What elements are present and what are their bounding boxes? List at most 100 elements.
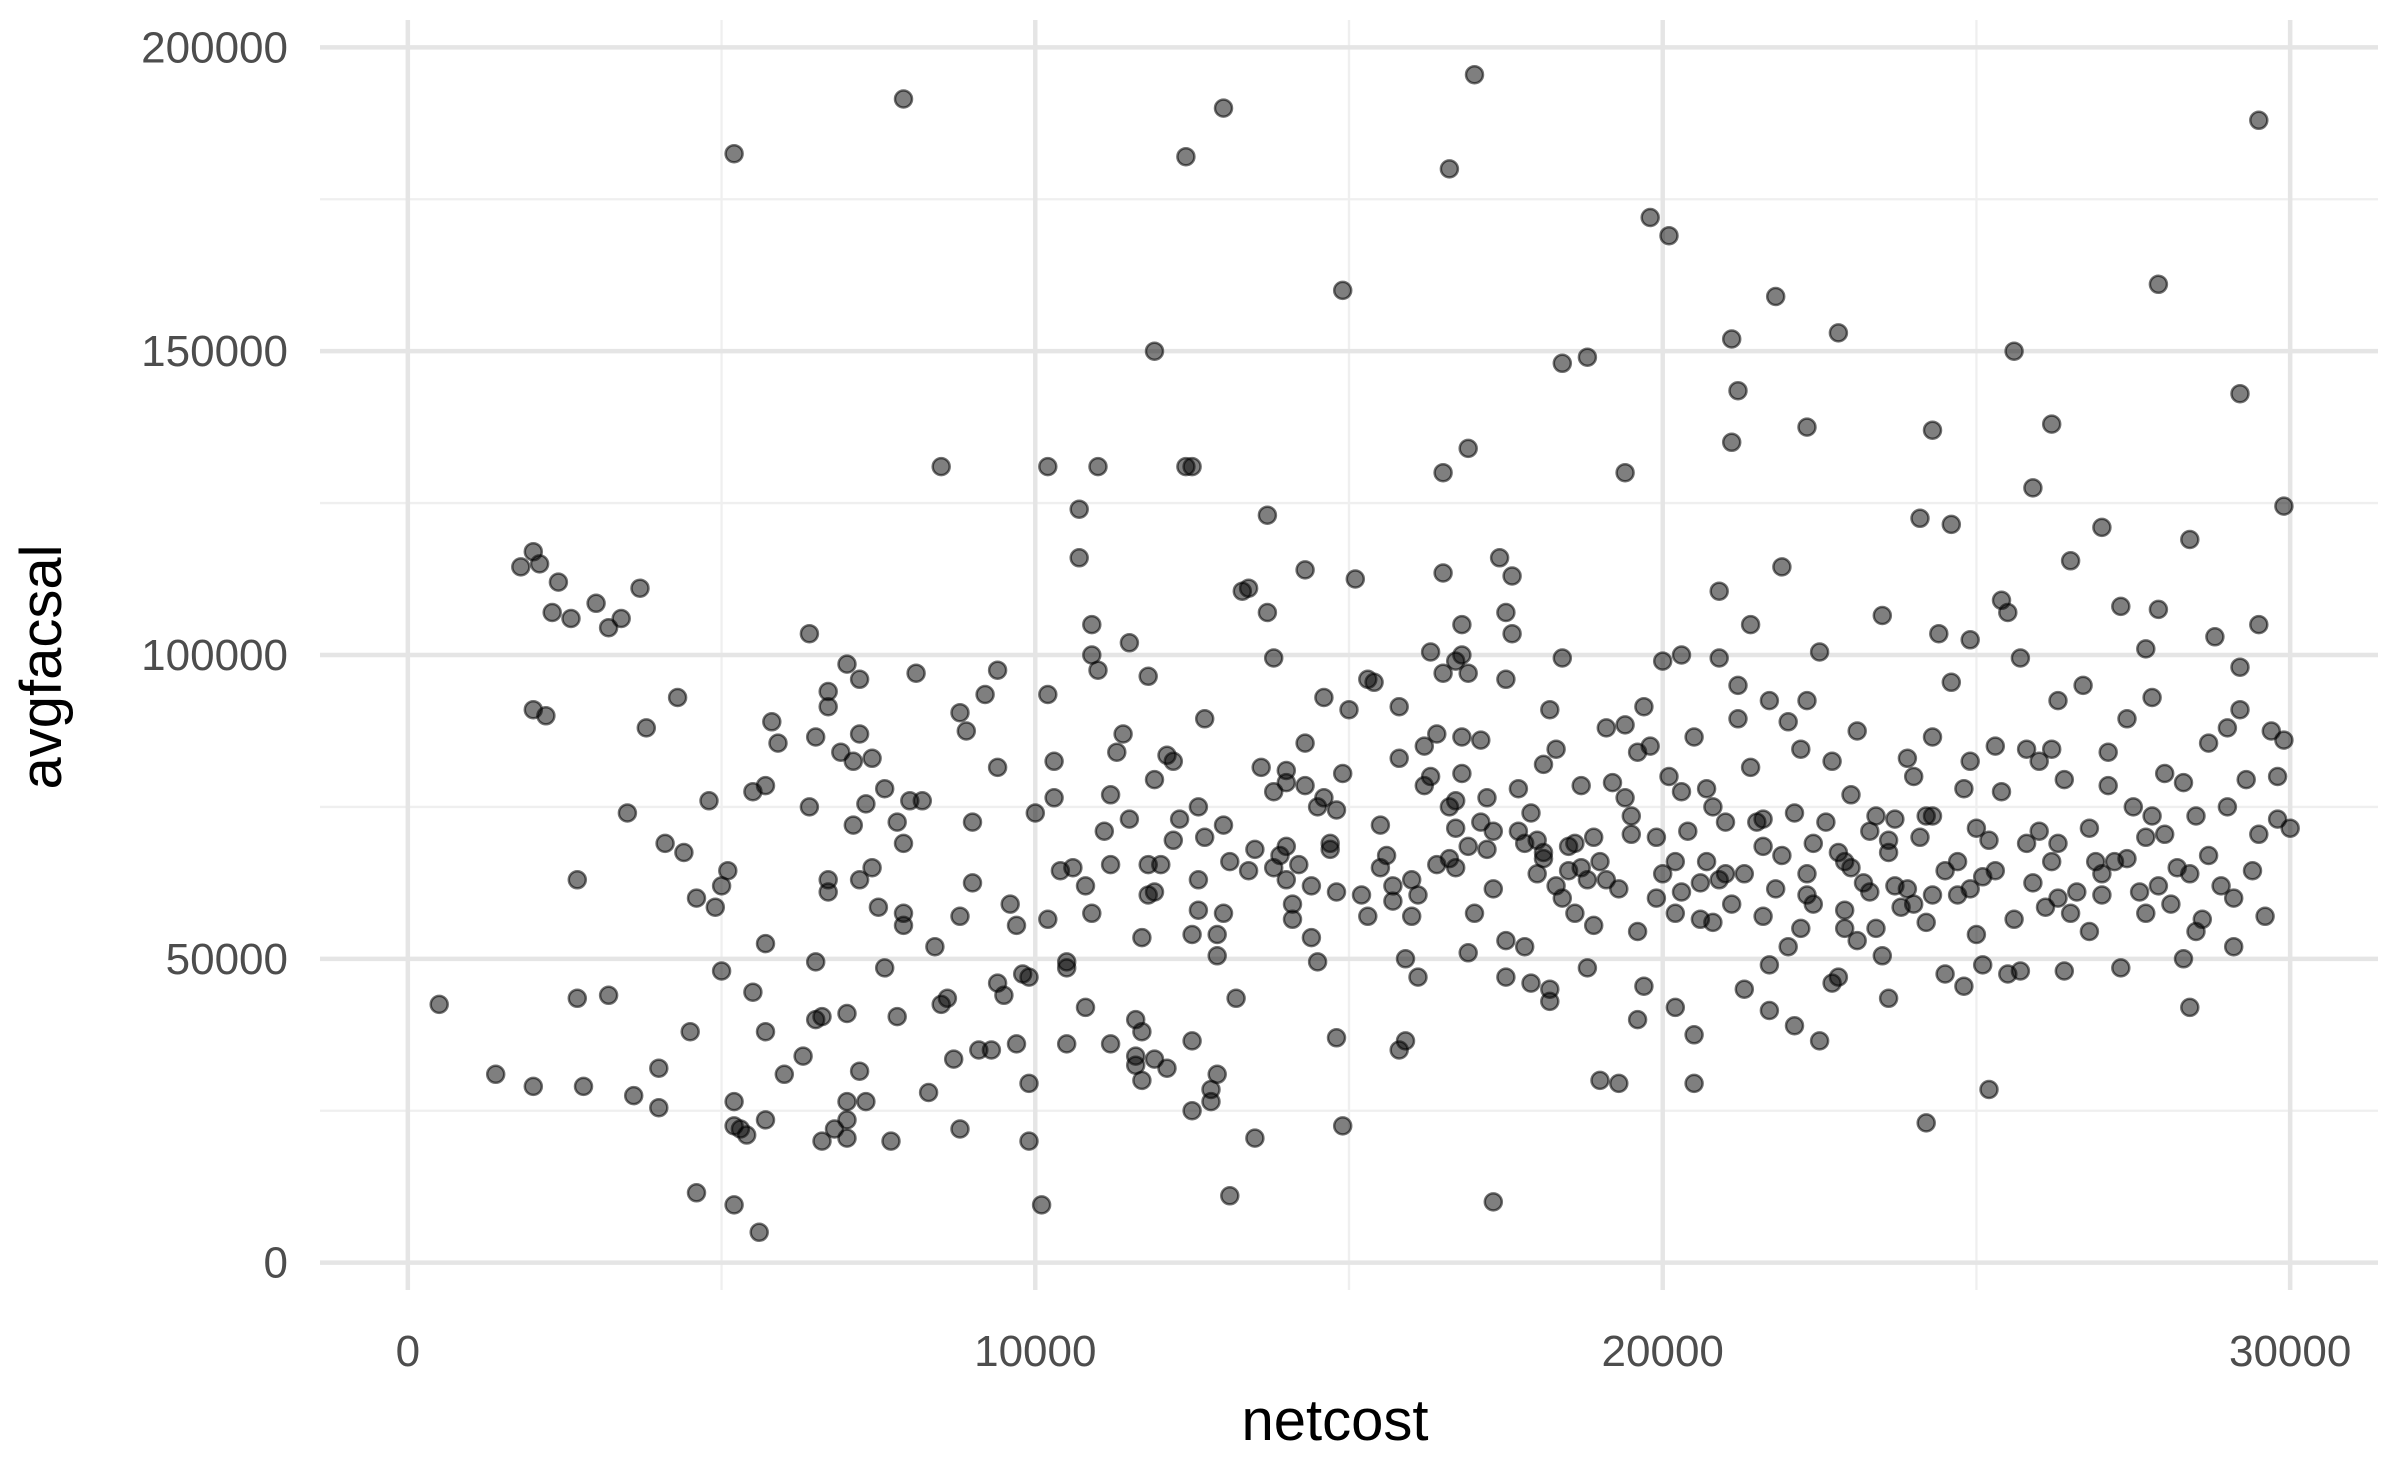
data-point [805, 727, 826, 747]
data-point [1615, 788, 1635, 808]
data-point [1188, 900, 1209, 920]
data-point [2016, 833, 2037, 854]
data-point [1759, 955, 1780, 975]
data-point [1257, 505, 1278, 525]
data-point [1496, 602, 1516, 623]
data-point [906, 663, 926, 683]
data-point [429, 994, 449, 1015]
data-point [1941, 672, 1962, 693]
data-point [1847, 930, 1867, 951]
data-point [849, 870, 870, 890]
data-point [1508, 778, 1529, 799]
data-point [912, 791, 933, 811]
data-point [1238, 860, 1259, 881]
data-point [950, 1119, 970, 1139]
data-point [2267, 766, 2288, 787]
data-point [849, 1061, 870, 1081]
data-point [1452, 727, 1472, 747]
data-point [1916, 1113, 1936, 1133]
data-point [611, 608, 631, 629]
data-point [962, 812, 983, 832]
data-point [1038, 456, 1058, 477]
data-point [1791, 739, 1811, 759]
data-point [2117, 709, 2137, 729]
data-point [724, 143, 744, 164]
x-tick-label: 10000 [974, 1327, 1096, 1376]
y-axis-tick-labels: 0 50000 100000 150000 200000 [141, 23, 288, 1287]
data-point [1734, 864, 1755, 884]
data-point [1452, 645, 1472, 665]
data-point [2073, 675, 2093, 696]
data-point [1100, 854, 1121, 875]
data-point [874, 958, 895, 978]
data-point [956, 721, 977, 741]
data-point [2111, 596, 2131, 617]
data-point [856, 1091, 876, 1112]
data-point [1100, 1034, 1121, 1054]
data-point [1314, 687, 1334, 708]
data-point [1477, 839, 1497, 860]
y-tick-label: 200000 [141, 23, 288, 72]
data-point [718, 860, 738, 881]
x-tick-label: 0 [396, 1327, 420, 1376]
data-point [1583, 915, 1604, 936]
data-point [1038, 909, 1058, 930]
data-point [818, 681, 838, 702]
data-point [548, 572, 569, 592]
data-point [2249, 110, 2269, 131]
data-point [1163, 830, 1184, 851]
x-axis-title: netcost [1242, 1388, 1429, 1453]
data-point [975, 684, 995, 705]
data-point [1728, 709, 1748, 729]
data-point [2029, 751, 2049, 772]
data-point [1094, 821, 1115, 841]
data-point [1320, 833, 1340, 854]
data-point [1703, 912, 1723, 933]
data-point [2148, 274, 2169, 295]
data-point [2117, 848, 2137, 869]
data-point [1621, 824, 1642, 845]
data-point [2136, 903, 2156, 924]
data-point [736, 1125, 757, 1145]
data-point [2223, 888, 2244, 908]
data-point [1659, 225, 1679, 246]
data-point [1514, 936, 1535, 957]
data-point [1609, 1073, 1629, 1094]
data-point [2048, 888, 2068, 908]
data-point [667, 687, 688, 708]
data-point [1521, 973, 1541, 993]
data-point [1684, 1073, 1704, 1094]
data-point [2173, 949, 2194, 969]
data-point [1031, 1195, 1052, 1215]
data-point [2041, 851, 2062, 872]
data-point [1715, 812, 1736, 832]
data-point [799, 797, 820, 817]
data-point [1276, 836, 1297, 857]
data-point [1684, 727, 1704, 747]
data-point [705, 897, 726, 917]
data-point [849, 724, 870, 744]
data-point [1433, 563, 1453, 583]
data-point [881, 1131, 901, 1151]
data-point [2004, 909, 2024, 930]
data-point [1709, 581, 1729, 601]
data-point [1703, 797, 1723, 817]
data-point [1044, 751, 1064, 772]
data-point [2280, 818, 2300, 838]
data-point [1163, 751, 1184, 772]
data-point [1496, 967, 1516, 987]
data-point [1640, 736, 1660, 756]
data-point [1797, 690, 1817, 711]
data-point [1395, 949, 1416, 969]
data-point [2092, 864, 2112, 884]
data-point [2180, 997, 2200, 1018]
data-point [1445, 818, 1466, 838]
data-point [1458, 438, 1478, 459]
data-point [1188, 797, 1209, 817]
data-point [2054, 961, 2075, 981]
data-point [2198, 845, 2219, 866]
data-point [1960, 751, 1980, 772]
data-point [1678, 821, 1698, 841]
data-point [1445, 791, 1466, 811]
